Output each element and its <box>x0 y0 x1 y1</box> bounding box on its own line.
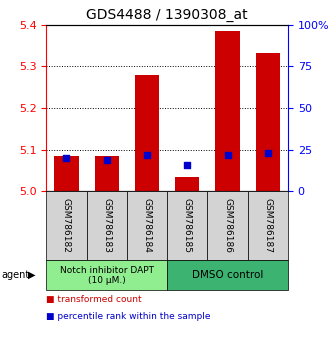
Text: GSM786186: GSM786186 <box>223 198 232 253</box>
Bar <box>175 177 199 191</box>
Text: ■ transformed count: ■ transformed count <box>46 295 142 303</box>
Text: GSM786187: GSM786187 <box>263 198 272 253</box>
Text: GSM786184: GSM786184 <box>143 198 152 253</box>
Bar <box>54 156 78 191</box>
Point <box>225 152 230 158</box>
Text: GSM786185: GSM786185 <box>183 198 192 253</box>
Bar <box>95 156 119 191</box>
Point <box>265 150 270 156</box>
Bar <box>256 53 280 191</box>
Text: ▶: ▶ <box>28 270 36 280</box>
Title: GDS4488 / 1390308_at: GDS4488 / 1390308_at <box>86 8 248 22</box>
Point <box>144 152 150 158</box>
Point <box>64 155 69 161</box>
Text: agent: agent <box>2 270 30 280</box>
Bar <box>135 75 159 191</box>
Text: ■ percentile rank within the sample: ■ percentile rank within the sample <box>46 312 211 321</box>
Text: Notch inhibitor DAPT
(10 μM.): Notch inhibitor DAPT (10 μM.) <box>60 266 154 285</box>
Text: GSM786182: GSM786182 <box>62 198 71 253</box>
Bar <box>215 31 240 191</box>
Point <box>185 162 190 167</box>
Point <box>104 157 109 162</box>
Text: DMSO control: DMSO control <box>192 270 263 280</box>
Text: GSM786183: GSM786183 <box>102 198 111 253</box>
